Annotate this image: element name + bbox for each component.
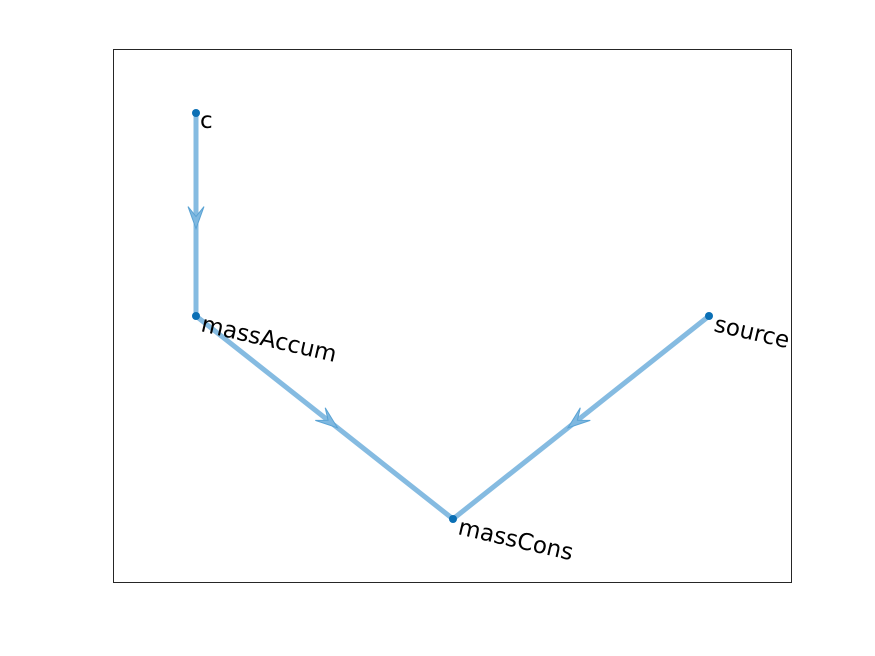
edge-arrowhead (187, 206, 205, 231)
node-c: c (192, 108, 213, 134)
edge-source-massCons (450, 313, 712, 522)
node-marker (705, 312, 713, 320)
edge-arrowhead (315, 407, 339, 429)
node-label-c: c (200, 108, 213, 134)
edge-line (193, 313, 456, 522)
node-marker (192, 109, 200, 117)
edge-arrowhead (566, 407, 591, 429)
edges-layer (187, 110, 712, 522)
node-marker (192, 312, 200, 320)
edge-massAccum-massCons (193, 313, 456, 522)
axes-box (113, 49, 792, 583)
edge-line (450, 313, 712, 522)
node-marker (449, 515, 457, 523)
edge-c-massAccum (187, 110, 205, 319)
